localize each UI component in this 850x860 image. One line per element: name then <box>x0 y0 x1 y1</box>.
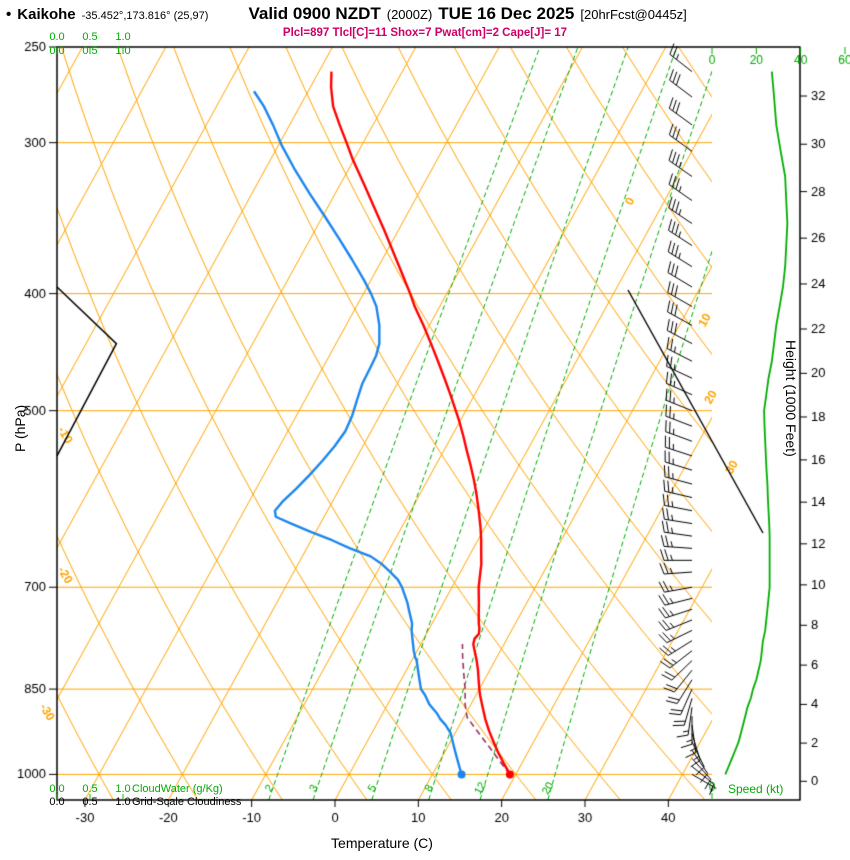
forecast-reference: [20hrFcst@0445z] <box>580 7 687 22</box>
pressure-axis-title: P (hPa) <box>12 404 28 452</box>
cloudiness-bottom-tick: 0.5 <box>82 796 98 808</box>
height-axis-title: Height (1000 Feet) <box>783 340 799 457</box>
header: • Kaikohe -35.452°,173.816° (25,97) Vali… <box>6 4 848 24</box>
cloudiness-top-tick: 1.0 <box>115 45 131 57</box>
cloudiness-top-tick: 0.0 <box>49 45 65 57</box>
stability-indices: Plcl=897 Tlcl[C]=11 Shox=7 Pwat[cm]=2 Ca… <box>282 27 568 39</box>
cloudwater-axis-title: CloudWater (g/Kg) <box>132 783 223 795</box>
cloudiness-bottom-tick: 1.0 <box>115 796 131 808</box>
valid-time: Valid 0900 NZDT <box>248 4 381 23</box>
temperature-axis-title: Temperature (C) <box>331 835 433 851</box>
cloudiness-axis-title: Grid-Scale Cloudiness <box>132 796 242 808</box>
station-coordinates: -35.452°,173.816° (25,97) <box>81 10 209 22</box>
cloudiness-top-tick: 0.5 <box>82 45 98 57</box>
valid-date: TUE 16 Dec 2025 <box>438 4 575 23</box>
cloudwater-bottom-tick: 0.5 <box>82 783 98 795</box>
cloudwater-bottom-tick: 0.0 <box>49 783 65 795</box>
cloudwater-bottom-tick: 1.0 <box>115 783 131 795</box>
cloudwater-top-tick: 0.5 <box>82 31 98 43</box>
cloudiness-bottom-tick: 0.0 <box>49 796 65 808</box>
speed-axis-title: Speed (kt) <box>728 782 784 796</box>
valid-time-utc: (2000Z) <box>386 7 433 22</box>
station-name: Kaikohe <box>17 6 76 23</box>
station-bullet-icon: • <box>6 6 12 23</box>
cloudwater-top-tick: 1.0 <box>115 31 131 43</box>
cloudwater-top-tick: 0.0 <box>49 31 65 43</box>
